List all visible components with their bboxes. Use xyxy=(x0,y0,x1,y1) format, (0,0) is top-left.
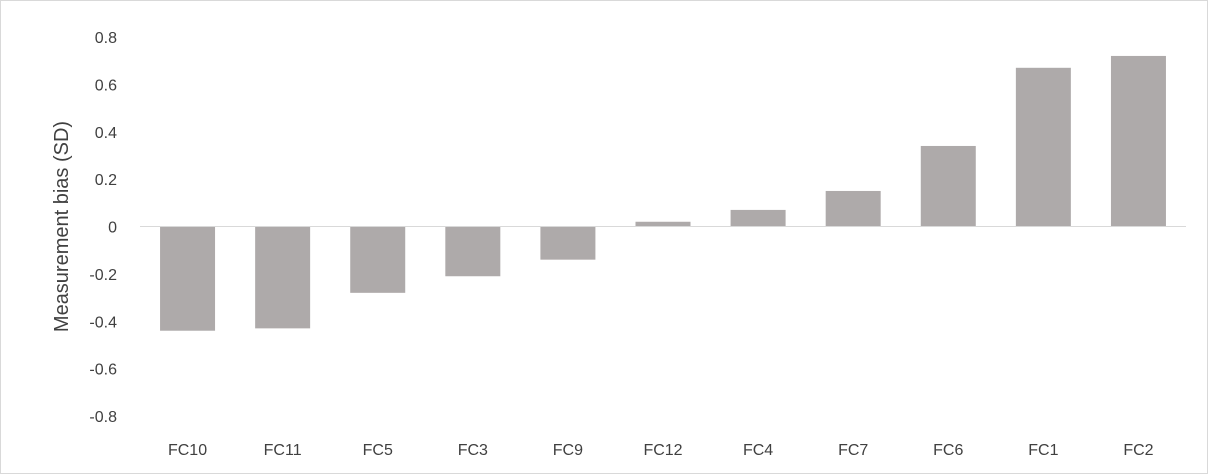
x-tick-label: FC9 xyxy=(553,442,583,459)
y-tick-label: 0.8 xyxy=(95,30,117,47)
x-tick-label: FC12 xyxy=(643,442,682,459)
x-tick-label: FC6 xyxy=(933,442,963,459)
x-tick-label: FC5 xyxy=(363,442,393,459)
bar-fc6 xyxy=(920,145,976,227)
bars xyxy=(160,55,1166,331)
y-axis-ticks: 0.8 0.6 0.4 0.2 0 -0.2 -0.4 -0.6 -0.8 xyxy=(89,30,117,426)
bar-fc4 xyxy=(730,209,786,227)
x-tick-label: FC7 xyxy=(838,442,868,459)
y-tick-label: -0.8 xyxy=(89,409,117,426)
bar-fc7 xyxy=(825,190,881,227)
x-tick-label: FC3 xyxy=(458,442,488,459)
y-tick-label: -0.4 xyxy=(89,314,117,331)
x-tick-label: FC11 xyxy=(264,442,302,459)
x-axis-ticks: FC10 FC11 FC5 FC3 FC9 FC12 FC4 FC7 FC6 FC1 FC2 xyxy=(168,442,1154,459)
bar-fc3 xyxy=(445,226,501,277)
bar-fc12 xyxy=(635,221,691,227)
x-tick-label: FC2 xyxy=(1123,442,1153,459)
bar-fc10 xyxy=(160,226,216,331)
y-tick-label: 0 xyxy=(108,220,117,237)
bar-fc9 xyxy=(540,226,596,260)
y-tick-label: 0.2 xyxy=(95,172,117,189)
bar-fc1 xyxy=(1015,67,1071,227)
x-tick-label: FC1 xyxy=(1028,442,1058,459)
y-tick-label: 0.4 xyxy=(95,125,117,142)
bar-fc5 xyxy=(350,226,406,293)
x-tick-label: FC4 xyxy=(743,442,773,459)
y-axis-title: Measurement bias (SD) xyxy=(51,121,73,332)
bar-fc2 xyxy=(1110,55,1166,227)
x-tick-label: FC10 xyxy=(168,442,207,459)
y-tick-label: -0.2 xyxy=(89,267,117,284)
bar-fc11 xyxy=(255,226,311,329)
y-tick-label: 0.6 xyxy=(95,77,117,94)
y-tick-label: -0.6 xyxy=(89,362,117,379)
